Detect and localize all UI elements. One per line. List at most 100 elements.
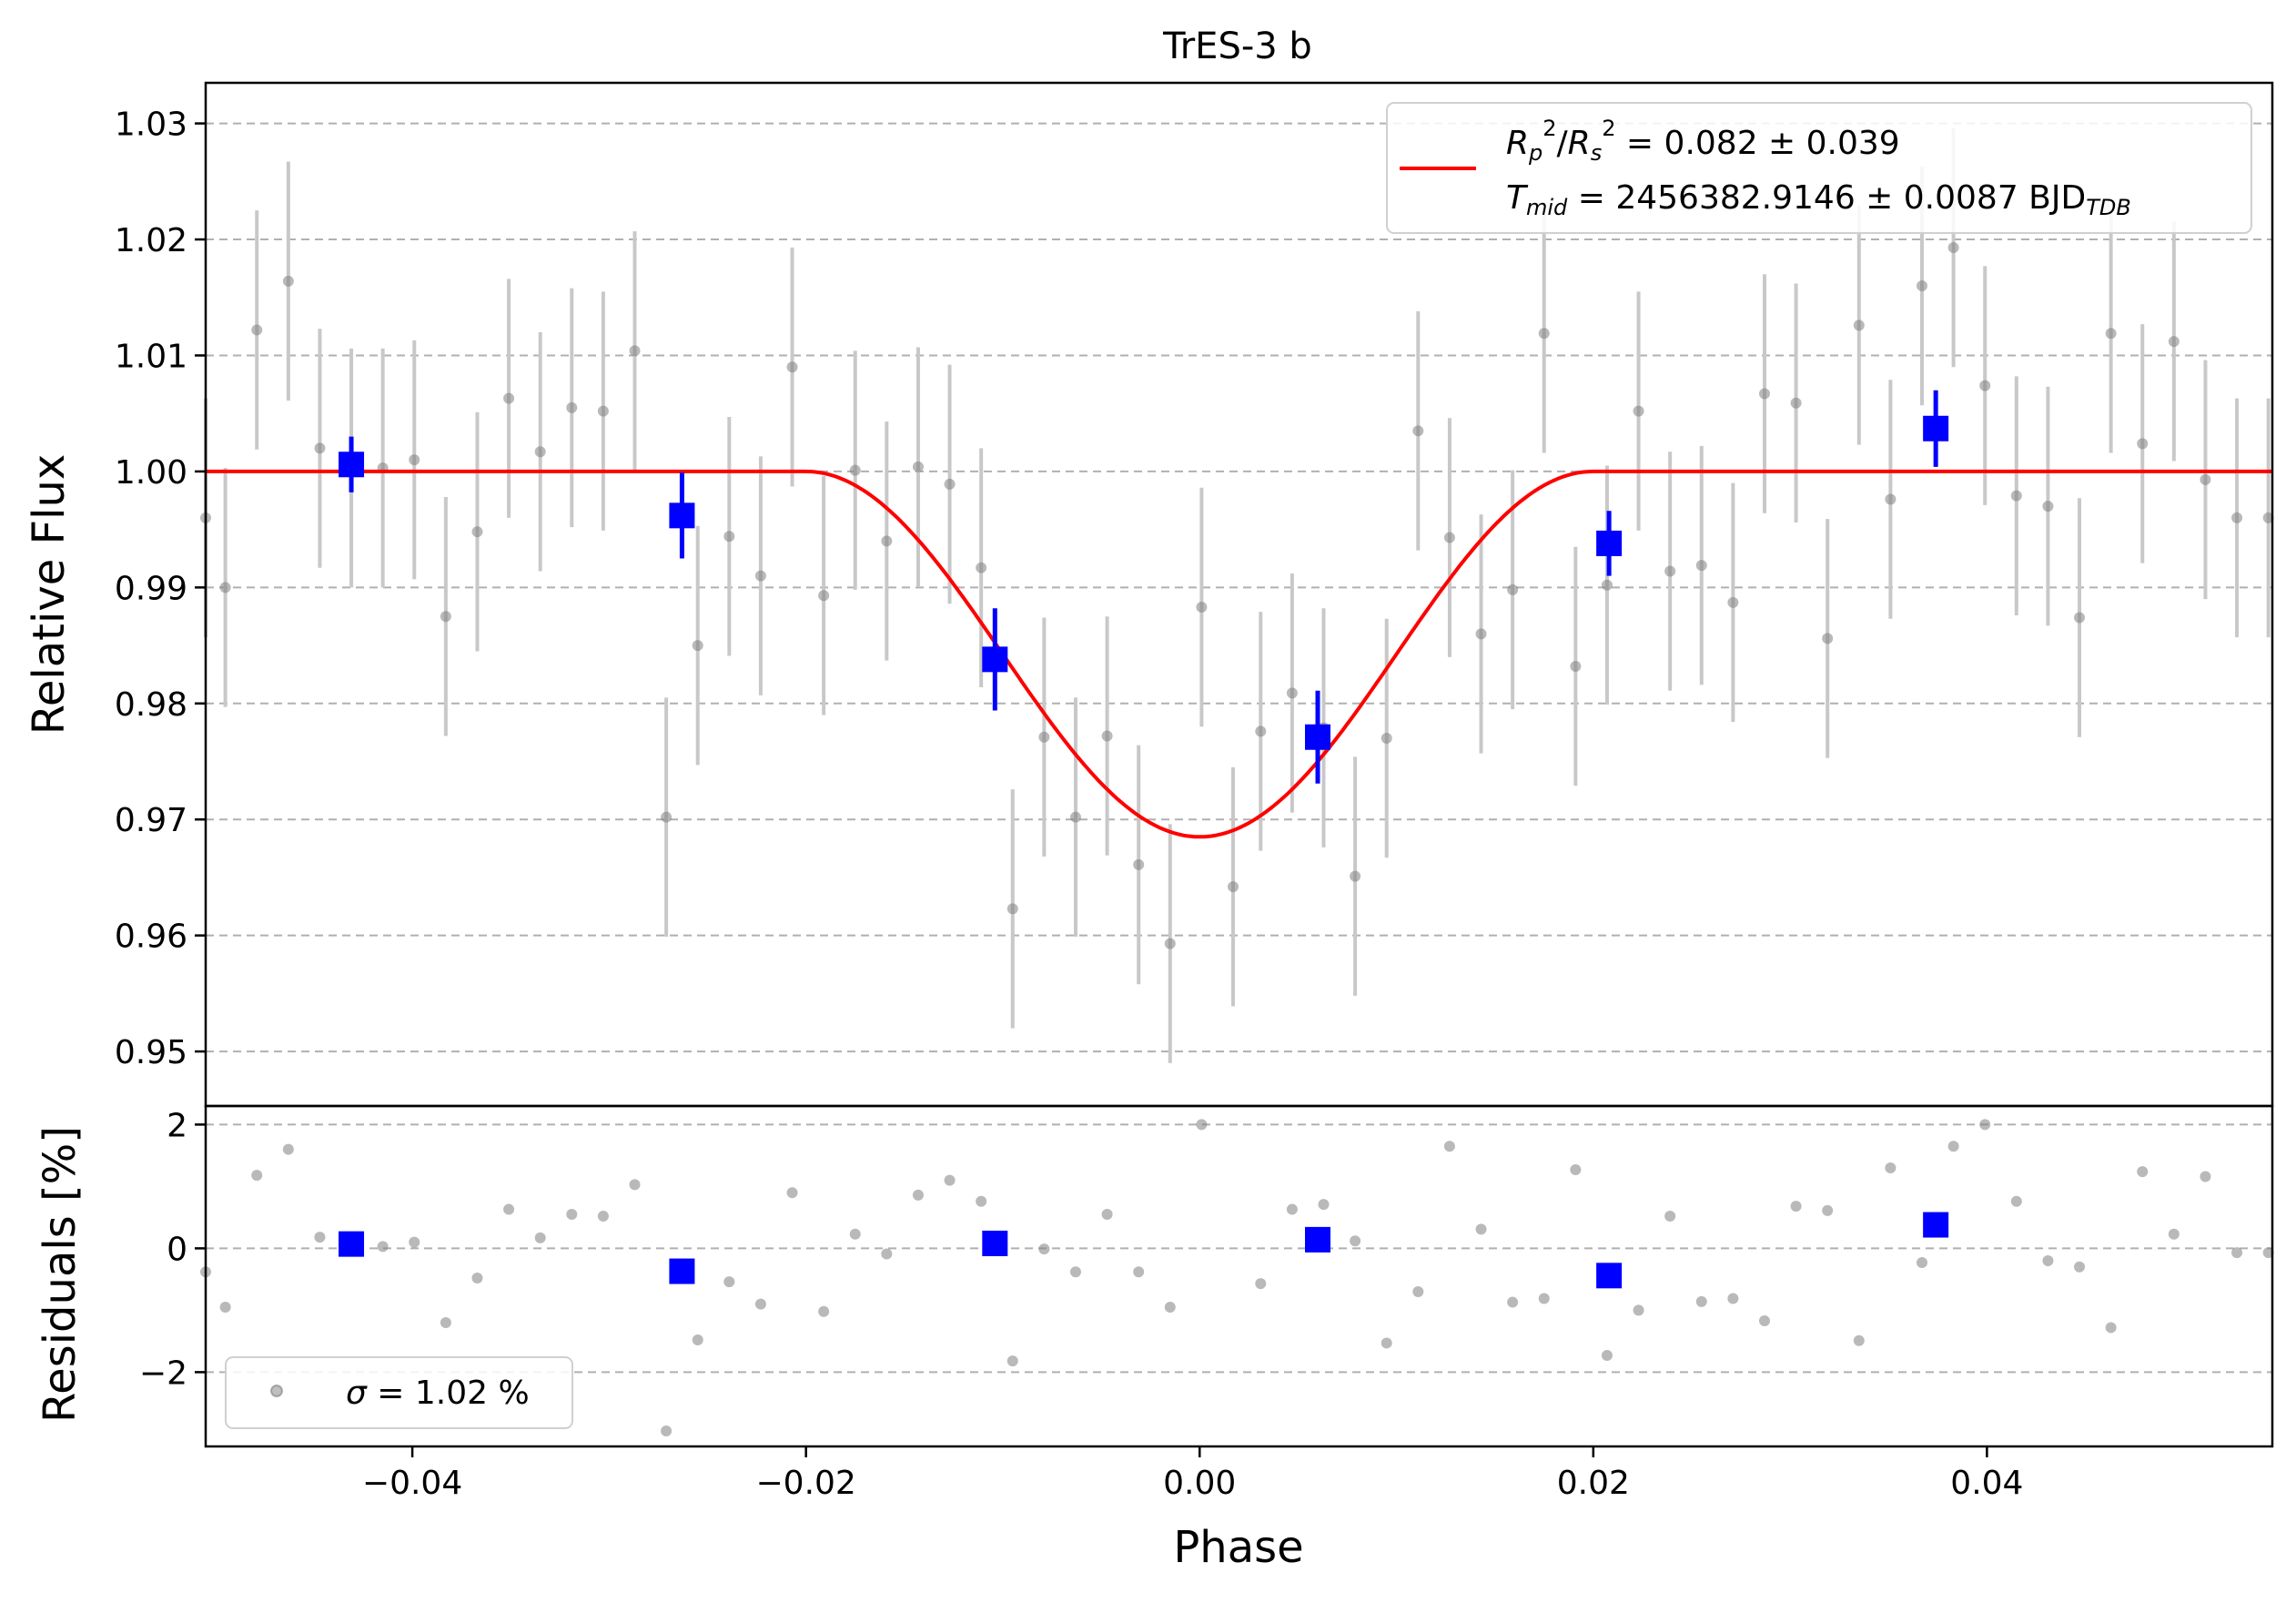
residual-point bbox=[1350, 1235, 1361, 1247]
residual-point bbox=[1664, 1211, 1676, 1223]
residual-point bbox=[1507, 1296, 1519, 1308]
legend-t-sub: mid bbox=[1526, 195, 1568, 220]
flux-point bbox=[1006, 903, 1018, 915]
residual-point bbox=[1164, 1302, 1176, 1313]
x-tick-label: 0.02 bbox=[1557, 1465, 1630, 1502]
flux-point bbox=[818, 590, 830, 602]
residual-point bbox=[471, 1273, 483, 1284]
residual-point bbox=[1286, 1203, 1298, 1215]
flux-point bbox=[1196, 602, 1208, 614]
top-y-tick-label: 1.02 bbox=[115, 222, 187, 259]
top-y-tick-label: 0.95 bbox=[115, 1034, 187, 1071]
legend-depth-value: = 0.082 ± 0.039 bbox=[1615, 125, 1899, 162]
flux-point bbox=[1570, 661, 1582, 673]
residual-point bbox=[2168, 1228, 2180, 1240]
binned-point bbox=[1596, 530, 1623, 556]
flux-point bbox=[566, 401, 578, 413]
legend-rp-sup: 2 bbox=[1542, 116, 1556, 141]
x-axis-label: Phase bbox=[1173, 1522, 1303, 1573]
top-unbinned-points bbox=[200, 127, 2274, 1063]
flux-point bbox=[723, 531, 735, 543]
residual-point bbox=[1133, 1266, 1145, 1278]
flux-point bbox=[1633, 405, 1644, 417]
bottom-plot-frame bbox=[204, 1104, 2274, 1448]
binned-point bbox=[1923, 415, 1949, 441]
legend-rp-symbol: R bbox=[1506, 125, 1529, 162]
residual-point bbox=[1006, 1355, 1018, 1367]
flux-point bbox=[251, 324, 263, 336]
binned-residual-point bbox=[1305, 1226, 1331, 1253]
bottom-y-tick-label: 2 bbox=[167, 1107, 187, 1144]
residual-point bbox=[1727, 1293, 1739, 1304]
residual-point bbox=[2231, 1247, 2243, 1259]
binned-residual-point bbox=[339, 1231, 365, 1257]
binned-point bbox=[339, 451, 365, 478]
flux-point bbox=[1979, 380, 1991, 391]
top-y-tick-label: 0.99 bbox=[115, 570, 187, 607]
flux-point bbox=[1664, 565, 1676, 577]
flux-point bbox=[471, 526, 483, 538]
top-legend-box bbox=[1386, 102, 2252, 234]
residual-point bbox=[2262, 1247, 2274, 1259]
residual-point bbox=[1255, 1278, 1267, 1290]
binned-residual-point bbox=[982, 1230, 1008, 1256]
residual-point bbox=[818, 1305, 830, 1317]
residual-point bbox=[1069, 1266, 1081, 1278]
top-y-tick-label: 0.98 bbox=[115, 686, 187, 724]
flux-point bbox=[2200, 473, 2211, 485]
residual-point bbox=[1790, 1201, 1802, 1212]
residual-point bbox=[629, 1179, 641, 1191]
flux-point bbox=[1727, 596, 1739, 608]
legend-sigma-value: = 1.02 % bbox=[367, 1375, 530, 1412]
bottom-y-axis: −2 0 2 bbox=[139, 1107, 206, 1392]
residual-point bbox=[1412, 1286, 1424, 1297]
flux-point bbox=[912, 461, 924, 472]
bottom-y-tick-label: −2 bbox=[139, 1354, 187, 1392]
flux-point bbox=[597, 405, 609, 417]
residual-point bbox=[1853, 1334, 1865, 1346]
legend-rs-sup: 2 bbox=[1602, 116, 1615, 141]
legend-t-symbol: T bbox=[1506, 179, 1529, 217]
residual-point bbox=[1196, 1119, 1208, 1131]
residual-point bbox=[1038, 1243, 1050, 1255]
residual-point bbox=[2010, 1195, 2022, 1207]
residual-point bbox=[1318, 1199, 1330, 1211]
residual-point bbox=[2137, 1166, 2149, 1178]
residual-point bbox=[881, 1248, 893, 1260]
flux-point bbox=[976, 562, 987, 573]
flux-point bbox=[2137, 438, 2149, 450]
legend-sigma: σ = 1.02 % bbox=[346, 1375, 530, 1412]
residual-point bbox=[1633, 1304, 1644, 1316]
residual-point bbox=[251, 1170, 263, 1182]
residual-point bbox=[1570, 1164, 1582, 1176]
flux-point bbox=[219, 582, 231, 594]
top-y-tick-label: 0.97 bbox=[115, 802, 187, 839]
flux-point bbox=[1538, 328, 1550, 340]
flux-point bbox=[1853, 320, 1865, 331]
flux-point bbox=[503, 392, 515, 404]
legend-entry-tmid: Tmid = 2456382.9146 ± 0.0087 BJDTDB bbox=[1506, 179, 2131, 220]
chart-title: TrES-3 b bbox=[1162, 25, 1312, 67]
x-tick-label: −0.02 bbox=[756, 1465, 856, 1502]
residual-point bbox=[1443, 1141, 1455, 1152]
binned-point bbox=[669, 502, 695, 529]
binned-point bbox=[1305, 724, 1331, 750]
residual-point bbox=[503, 1203, 515, 1215]
residual-point bbox=[1601, 1350, 1613, 1362]
residual-point bbox=[944, 1174, 956, 1186]
top-y-tick-label: 1.00 bbox=[115, 454, 187, 492]
residual-point bbox=[534, 1232, 546, 1243]
residual-point bbox=[1695, 1295, 1707, 1307]
residual-point bbox=[314, 1232, 326, 1243]
flux-point bbox=[2262, 512, 2274, 523]
top-grid bbox=[206, 122, 2272, 1053]
flux-point bbox=[282, 275, 294, 287]
binned-point bbox=[982, 646, 1008, 673]
residual-point bbox=[409, 1236, 420, 1248]
flux-point bbox=[1412, 425, 1424, 437]
residual-point bbox=[754, 1298, 766, 1310]
flux-point bbox=[1350, 870, 1361, 882]
x-tick-label: 0.04 bbox=[1950, 1465, 2023, 1502]
top-legend: Rp2/Rs2 = 0.082 ± 0.039 Tmid = 2456382.9… bbox=[1386, 102, 2252, 234]
